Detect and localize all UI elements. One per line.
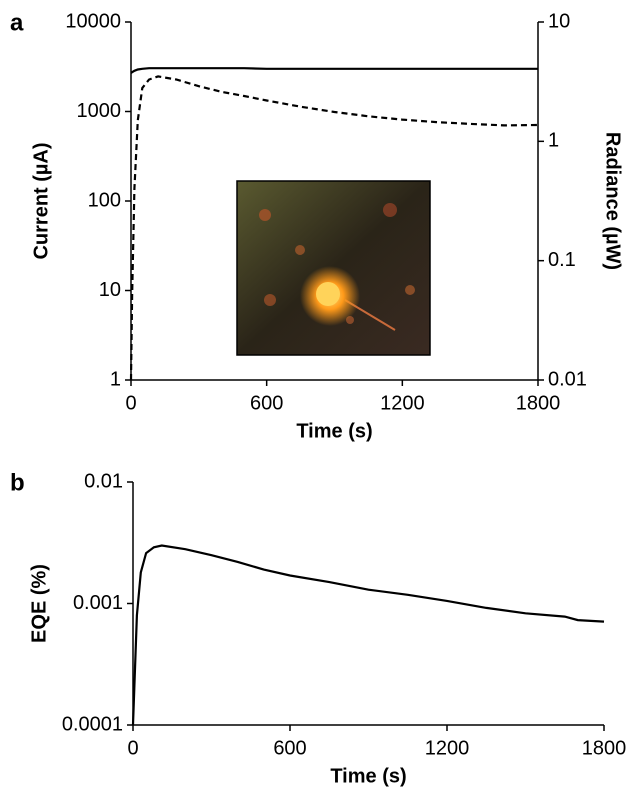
y-axis-title: EQE (%) xyxy=(28,564,50,643)
y-tick-label: 0.001 xyxy=(73,592,123,614)
y2-tick-label: 10 xyxy=(548,10,570,32)
panel-label: a xyxy=(10,9,24,36)
x-tick-label: 600 xyxy=(250,392,283,414)
y-tick-label: 10 xyxy=(99,279,121,301)
data-line xyxy=(131,544,605,726)
x-axis-title: Time (s) xyxy=(330,765,406,787)
y2-tick-label: 0.01 xyxy=(548,368,587,390)
inset-photo xyxy=(236,180,431,356)
panel-label: b xyxy=(10,469,25,496)
x-tick-label: 600 xyxy=(273,737,306,759)
data-line xyxy=(130,67,538,74)
x-tick-label: 1800 xyxy=(516,392,561,414)
x-tick-label: 1200 xyxy=(425,737,470,759)
y2-axis-title: Radiance (µW) xyxy=(602,132,624,270)
x-tick-label: 1200 xyxy=(380,392,425,414)
x-tick-label: 1800 xyxy=(582,737,627,759)
y-tick-label: 10000 xyxy=(65,10,121,32)
y2-tick-label: 1 xyxy=(548,130,559,152)
y2-tick-label: 0.1 xyxy=(548,249,576,271)
y-axis-title: Current (µA) xyxy=(30,142,52,259)
y-tick-label: 100 xyxy=(88,189,121,211)
data-line xyxy=(129,75,539,381)
y-tick-label: 1000 xyxy=(77,100,122,122)
x-tick-label: 0 xyxy=(127,737,138,759)
y-tick-label: 0.01 xyxy=(84,470,123,492)
x-axis-title: Time (s) xyxy=(296,420,372,442)
y-tick-label: 0.0001 xyxy=(62,713,123,735)
y-tick-label: 1 xyxy=(110,368,121,390)
x-tick-label: 0 xyxy=(125,392,136,414)
